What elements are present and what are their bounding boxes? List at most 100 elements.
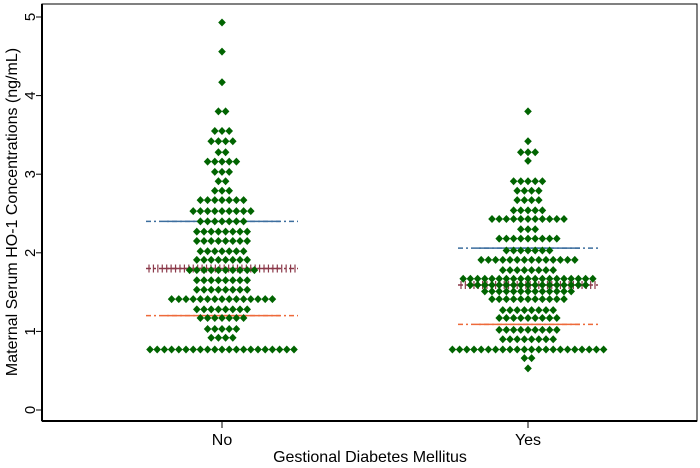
data-point bbox=[524, 274, 532, 283]
data-point bbox=[538, 206, 547, 215]
data-point bbox=[491, 255, 500, 264]
data-point bbox=[193, 305, 201, 314]
data-point bbox=[254, 345, 262, 354]
data-point bbox=[193, 276, 201, 285]
data-point bbox=[214, 177, 223, 186]
y-axis-title: Maternal Serum HO-1 Concentrations (ng/m… bbox=[4, 48, 21, 376]
data-point bbox=[524, 325, 532, 334]
y-tick-label: 5 bbox=[22, 13, 39, 21]
data-point bbox=[466, 274, 475, 283]
data-point bbox=[167, 345, 176, 354]
data-point bbox=[182, 345, 190, 354]
data-point bbox=[513, 345, 521, 354]
data-point bbox=[542, 255, 550, 264]
data-point bbox=[175, 295, 183, 304]
data-point bbox=[538, 295, 547, 304]
data-point bbox=[211, 207, 219, 216]
data-point bbox=[527, 345, 536, 354]
data-point bbox=[232, 325, 241, 334]
data-point bbox=[211, 167, 219, 176]
data-point bbox=[538, 177, 547, 186]
data-point bbox=[488, 287, 496, 296]
data-point bbox=[221, 285, 230, 294]
data-point bbox=[502, 314, 511, 323]
data-point bbox=[196, 345, 205, 354]
data-point bbox=[167, 295, 176, 304]
data-point bbox=[232, 217, 241, 226]
data-point bbox=[214, 266, 223, 275]
data-point bbox=[211, 247, 219, 256]
data-point bbox=[225, 186, 233, 195]
data-point bbox=[488, 281, 496, 290]
data-point bbox=[232, 345, 241, 354]
data-point bbox=[200, 285, 208, 294]
data-point bbox=[232, 207, 241, 216]
data-point bbox=[549, 345, 557, 354]
data-point bbox=[499, 335, 507, 344]
data-point bbox=[214, 148, 223, 157]
data-point bbox=[221, 305, 230, 314]
data-point bbox=[218, 167, 226, 176]
data-point bbox=[232, 196, 241, 205]
data-point bbox=[520, 306, 529, 315]
data-point bbox=[592, 345, 601, 354]
data-point bbox=[556, 255, 565, 264]
data-point bbox=[553, 274, 561, 283]
data-point bbox=[538, 287, 547, 296]
data-point bbox=[535, 186, 543, 195]
data-point bbox=[203, 207, 212, 216]
data-point bbox=[225, 314, 233, 323]
data-point bbox=[520, 345, 529, 354]
data-point bbox=[524, 215, 532, 224]
data-point bbox=[574, 281, 583, 290]
data-point bbox=[203, 196, 212, 205]
data-point bbox=[506, 335, 514, 344]
data-point bbox=[207, 137, 215, 146]
data-point bbox=[484, 255, 493, 264]
data-point bbox=[542, 306, 550, 315]
data-point bbox=[232, 247, 241, 256]
data-point bbox=[229, 227, 237, 236]
data-point bbox=[200, 276, 208, 285]
data-point bbox=[239, 207, 248, 216]
data-point bbox=[531, 295, 539, 304]
data-point bbox=[290, 345, 298, 354]
data-point bbox=[509, 314, 518, 323]
data-point bbox=[599, 345, 608, 354]
data-point bbox=[502, 215, 511, 224]
data-point bbox=[189, 345, 197, 354]
data-point bbox=[553, 314, 561, 323]
data-point bbox=[502, 287, 511, 296]
data-point bbox=[545, 281, 554, 290]
data-point bbox=[207, 285, 215, 294]
data-point bbox=[545, 274, 554, 283]
y-tick-label: 4 bbox=[22, 91, 39, 99]
data-point bbox=[214, 107, 223, 116]
data-point bbox=[221, 255, 230, 264]
data-point bbox=[531, 274, 539, 283]
data-point bbox=[509, 295, 518, 304]
data-point bbox=[207, 237, 215, 246]
y-tick-label: 1 bbox=[22, 327, 39, 335]
data-point bbox=[196, 217, 205, 226]
data-point bbox=[236, 305, 244, 314]
x-tick-label: No bbox=[212, 432, 233, 449]
data-point bbox=[203, 325, 212, 334]
data-point bbox=[221, 177, 230, 186]
data-point bbox=[513, 255, 521, 264]
data-point bbox=[247, 207, 255, 216]
data-point bbox=[218, 78, 226, 87]
data-point bbox=[509, 287, 518, 296]
data-point bbox=[517, 246, 525, 255]
data-point bbox=[236, 255, 244, 264]
data-point bbox=[250, 266, 259, 275]
data-point bbox=[517, 274, 525, 283]
data-point bbox=[531, 314, 539, 323]
data-point bbox=[513, 335, 521, 344]
data-point bbox=[200, 266, 208, 275]
data-point bbox=[207, 305, 215, 314]
data-point bbox=[517, 215, 525, 224]
data-point bbox=[509, 281, 518, 290]
data-point bbox=[524, 177, 532, 186]
data-point bbox=[513, 196, 521, 205]
